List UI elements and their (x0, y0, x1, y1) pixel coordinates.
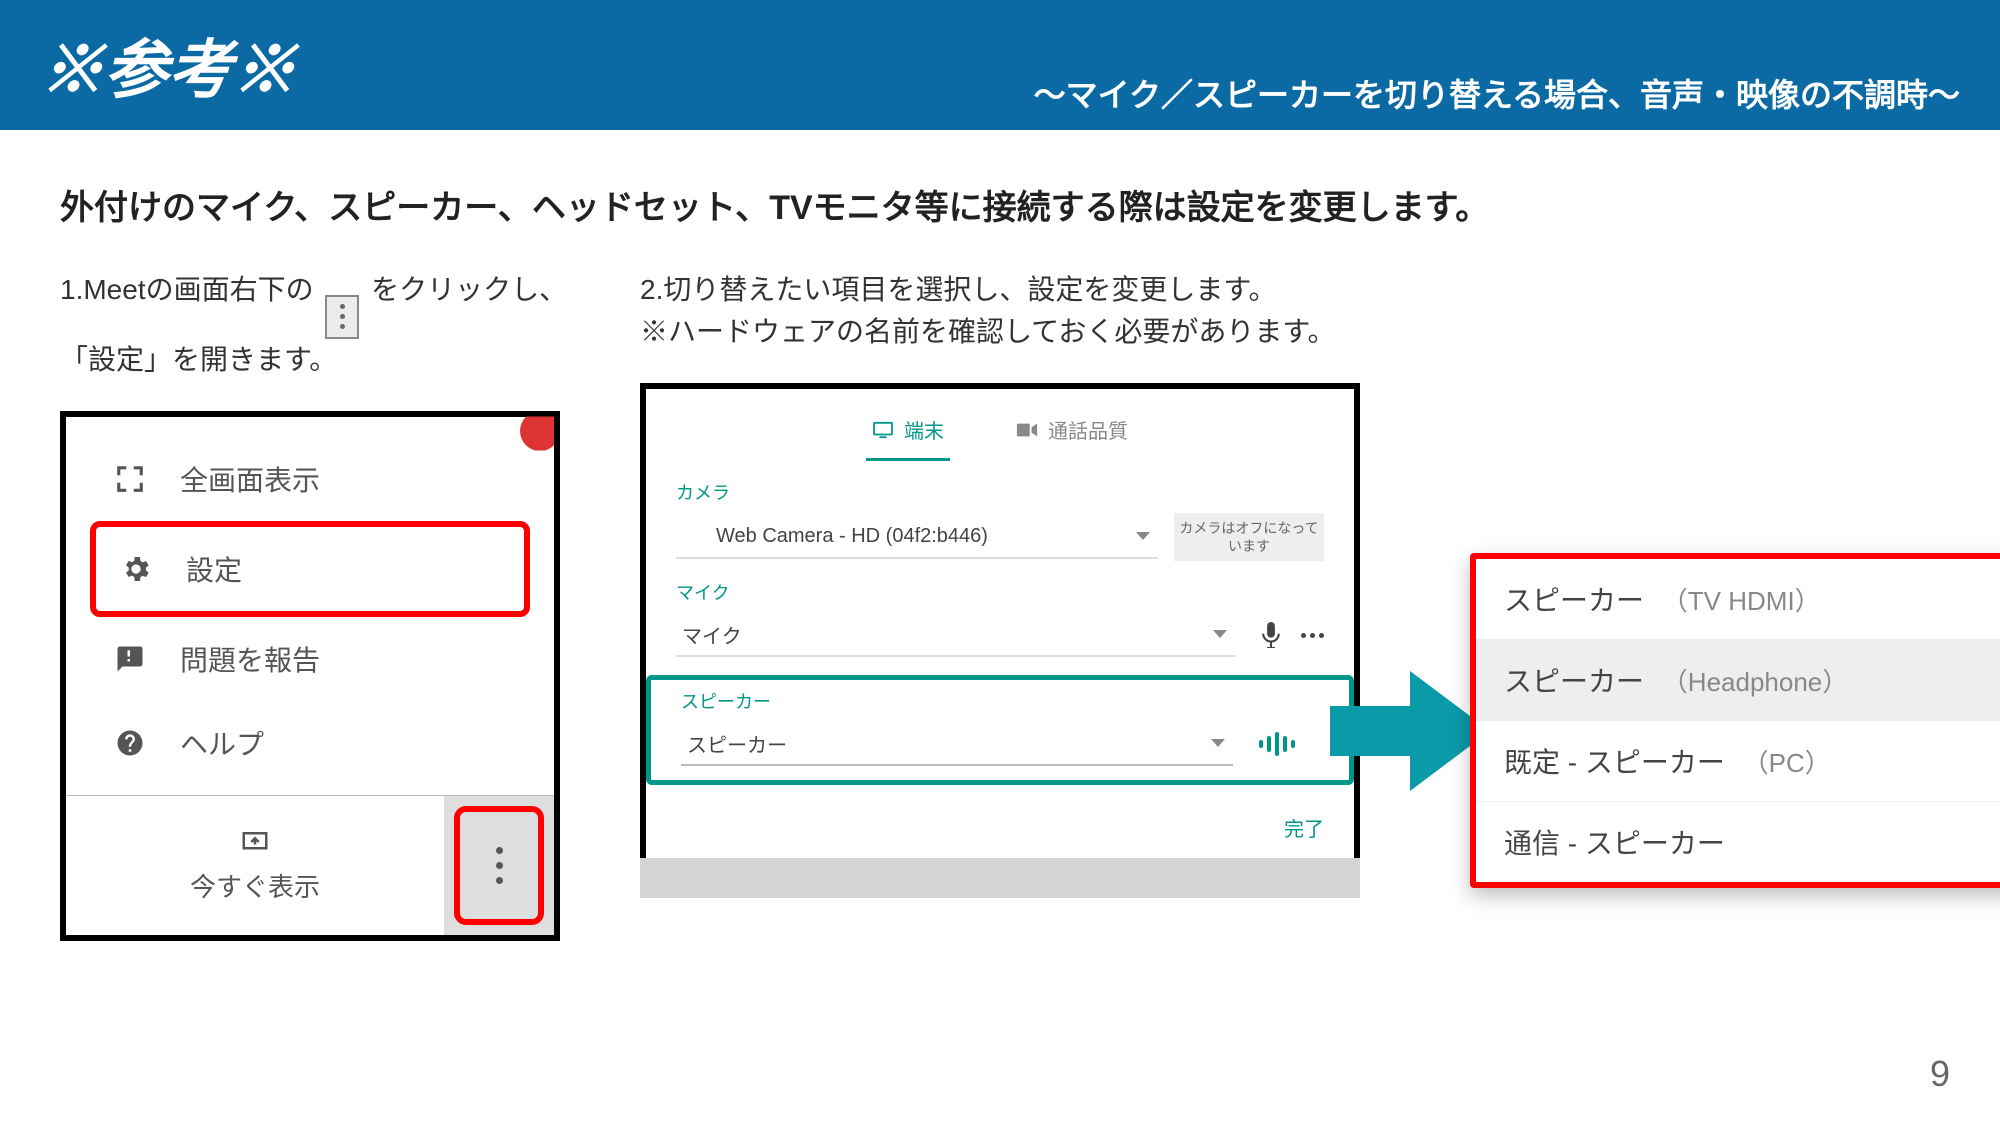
option-label: スピーカー (1504, 666, 1644, 697)
arrow-icon (1330, 671, 1490, 791)
speaker-option[interactable]: 既定 - スピーカー （PC） (1476, 721, 2000, 802)
tab-device[interactable]: 端末 (866, 407, 950, 461)
intro-text: 外付けのマイク、スピーカー、ヘッドセット、TVモニタ等に接続する際は設定を変更し… (60, 180, 1940, 229)
menu-item-settings[interactable]: 設定 (90, 521, 530, 617)
mic-extras (1261, 622, 1324, 648)
video-icon (1016, 422, 1038, 438)
step1-prefix: 1.Meetの画面右下の (60, 274, 314, 305)
meet-menu-screenshot: 全画面表示 設定 問題を報告 (60, 411, 560, 941)
highlight-ring (454, 806, 544, 925)
option-label: 通信 - スピーカー (1504, 828, 1725, 859)
menu-label: 問題を報告 (180, 639, 320, 679)
done-button[interactable]: 完了 (1284, 819, 1324, 841)
more-icon (325, 295, 359, 339)
sound-meter-icon (1259, 732, 1319, 756)
done-row: 完了 (646, 785, 1354, 858)
more-options-button[interactable] (444, 796, 554, 935)
menu-item-fullscreen[interactable]: 全画面表示 (90, 437, 530, 521)
device-icon (872, 421, 894, 439)
header-subtitle: 〜マイク／スピーカーを切り替える場合、音声・映像の不調時〜 (1034, 70, 1960, 116)
header-bar: ※参考※ 〜マイク／スピーカーを切り替える場合、音声・映像の不調時〜 (0, 0, 2000, 130)
menu-label: ヘルプ (180, 723, 264, 763)
step2-text: 2.切り替えたい項目を選択し、設定を変更します。 ※ハードウェアの名前を確認して… (640, 269, 1940, 353)
camera-section: カメラ Web Camera - HD (04f2:b446) カメラはオフにな… (646, 461, 1354, 561)
fullscreen-icon (110, 464, 150, 494)
present-now-button[interactable]: 今すぐ表示 (66, 796, 444, 935)
camera-value: Web Camera - HD (04f2:b446) (716, 525, 988, 548)
option-label: スピーカー (1504, 585, 1644, 616)
camera-select[interactable]: Web Camera - HD (04f2:b446) (676, 515, 1158, 559)
mic-value: マイク (682, 620, 742, 649)
tab-quality[interactable]: 通話品質 (1010, 407, 1134, 461)
dialog-bottom-strip (640, 858, 1360, 898)
menu-list: 全画面表示 設定 問題を報告 (66, 417, 554, 795)
option-detail: （TV HDMI） (1662, 586, 1821, 616)
page-number: 9 (1930, 1053, 1950, 1095)
tab-label: 通話品質 (1048, 415, 1128, 444)
mic-icon (1261, 622, 1281, 648)
more-horizontal-icon[interactable] (1301, 633, 1324, 638)
speaker-section: スピーカー スピーカー (646, 675, 1354, 785)
help-icon (110, 728, 150, 758)
step2-line1: 2.切り替えたい項目を選択し、設定を変更します。 (640, 269, 1940, 311)
speaker-option[interactable]: スピーカー （TV HDMI） (1476, 559, 2000, 640)
header-title: ※参考※ (40, 19, 296, 111)
speaker-label: スピーカー (681, 688, 1319, 714)
tab-label: 端末 (904, 415, 944, 444)
mic-section: マイク マイク (646, 561, 1354, 657)
gear-icon (116, 553, 156, 585)
chevron-down-icon (1136, 532, 1150, 540)
chevron-down-icon (1213, 630, 1227, 638)
step1-text: 1.Meetの画面右下の をクリックし、「設定」を開きます。 (60, 269, 600, 381)
column-right: 2.切り替えたい項目を選択し、設定を変更します。 ※ハードウェアの名前を確認して… (640, 269, 1940, 898)
tabs: 端末 通話品質 (646, 389, 1354, 461)
column-left: 1.Meetの画面右下の をクリックし、「設定」を開きます。 全画面表示 (60, 269, 600, 941)
option-label: 既定 - スピーカー (1504, 747, 1725, 778)
menu-item-report[interactable]: 問題を報告 (90, 617, 530, 701)
menu-item-help[interactable]: ヘルプ (90, 701, 530, 785)
menu-label: 全画面表示 (180, 459, 320, 499)
step2-line2: ※ハードウェアの名前を確認しておく必要があります。 (640, 311, 1940, 353)
mic-label: マイク (676, 579, 1324, 605)
menu-bottom-bar: 今すぐ表示 (66, 795, 554, 935)
hangup-icon (520, 411, 560, 451)
camera-label: カメラ (676, 479, 1324, 505)
speaker-select[interactable]: スピーカー (681, 722, 1233, 766)
speaker-option[interactable]: スピーカー （Headphone） (1476, 640, 2000, 721)
speaker-option[interactable]: 通信 - スピーカー (1476, 802, 2000, 882)
mic-select[interactable]: マイク (676, 613, 1235, 657)
settings-dialog: 端末 通話品質 カメラ Web Camera - HD (04f2:b446) (640, 383, 1360, 898)
camera-off-note: カメラはオフになっています (1174, 513, 1324, 561)
content-columns: 1.Meetの画面右下の をクリックし、「設定」を開きます。 全画面表示 (0, 269, 2000, 941)
report-icon (110, 644, 150, 674)
chevron-down-icon (1211, 739, 1225, 747)
present-now-label: 今すぐ表示 (190, 867, 320, 904)
option-detail: （Headphone） (1662, 667, 1848, 697)
settings-screenshot-wrap: 端末 通話品質 カメラ Web Camera - HD (04f2:b446) (640, 383, 1940, 898)
option-detail: （PC） (1743, 748, 1831, 778)
speaker-value: スピーカー (687, 729, 787, 758)
menu-label: 設定 (186, 549, 242, 589)
speaker-options-popout: スピーカー （TV HDMI） スピーカー （Headphone） 既定 - ス… (1470, 553, 2000, 888)
present-icon (238, 827, 272, 857)
